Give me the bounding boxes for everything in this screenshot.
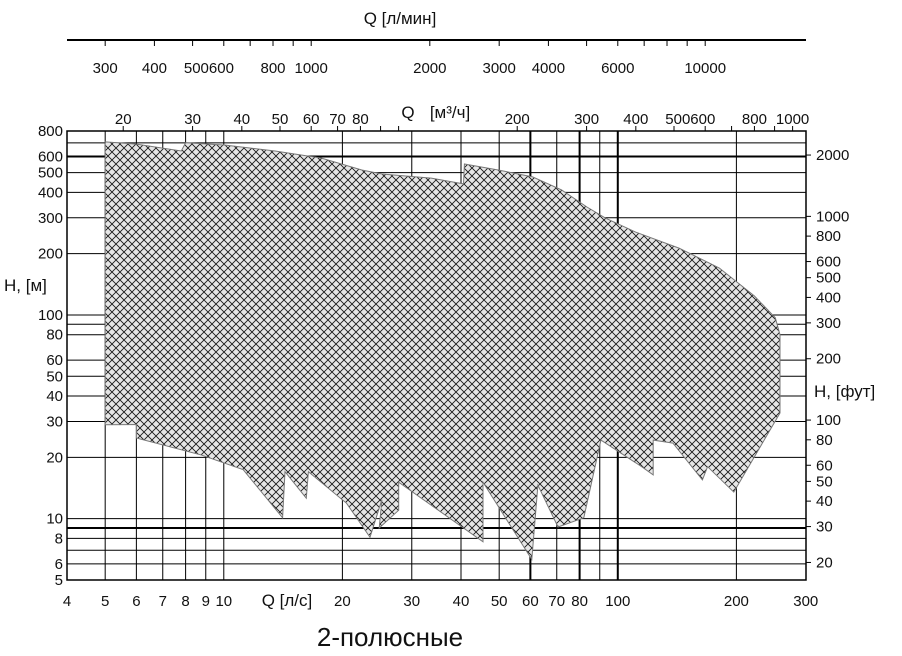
m3h-tick-label: 70 xyxy=(329,111,346,128)
y-tick-label: 200 xyxy=(38,246,63,263)
y-tick-label: 500 xyxy=(38,165,63,182)
ft-tick-label: 100 xyxy=(816,412,841,429)
chart-title: 2-полюсные xyxy=(317,622,463,652)
y-tick-label: 5 xyxy=(55,572,63,589)
y-tick-label: 10 xyxy=(46,511,63,528)
y-tick-label: 600 xyxy=(38,148,63,165)
operating-range-area xyxy=(104,141,781,562)
lmin-tick-label: 6000 xyxy=(601,60,634,77)
lmin-tick-label: 1000 xyxy=(295,60,328,77)
area-layer xyxy=(104,141,781,562)
y-tick-label: 100 xyxy=(38,307,63,324)
m3h-tick-label: 40 xyxy=(233,111,250,128)
ft-tick-label: 60 xyxy=(816,457,833,474)
y-tick-label: 300 xyxy=(38,210,63,227)
x-tick-label: 20 xyxy=(334,593,351,610)
top-m3h-axis-q: Q xyxy=(401,103,414,122)
y-tick-label: 400 xyxy=(38,184,63,201)
top-lmin-axis-title: Q [л/мин] xyxy=(364,9,437,28)
ft-tick-label: 500 xyxy=(816,270,841,287)
plot-frame xyxy=(66,130,807,581)
ft-tick-label: 50 xyxy=(816,473,833,490)
ft-tick-label: 600 xyxy=(816,254,841,271)
x-axis-title: Q [л/с] xyxy=(262,591,313,610)
ft-tick-label: 30 xyxy=(816,519,833,536)
m3h-tick-label: 50 xyxy=(272,111,289,128)
x-tick-label: 6 xyxy=(132,593,140,610)
x-tick-label: 4 xyxy=(63,593,71,610)
y-tick-label: 20 xyxy=(46,449,63,466)
lmin-tick-label: 10000 xyxy=(684,60,726,77)
m3h-tick-label: 60 xyxy=(303,111,320,128)
y-tick-label: 6 xyxy=(55,556,63,573)
m3h-tick-label: 30 xyxy=(184,111,201,128)
m3h-tick-label: 500600 xyxy=(665,111,715,128)
x-tick-label: 40 xyxy=(453,593,470,610)
x-tick-label: 100 xyxy=(605,593,630,610)
m3h-tick-label: 800 xyxy=(742,111,767,128)
x-tick-label: 10 xyxy=(215,593,232,610)
right-axis-title: H, [фут] xyxy=(814,382,875,401)
ft-tick-label: 800 xyxy=(816,228,841,245)
lmin-tick-label: 3000 xyxy=(482,60,515,77)
ft-tick-label: 20 xyxy=(816,554,833,571)
m3h-tick-label: 400 xyxy=(623,111,648,128)
x-tick-label: 70 xyxy=(548,593,565,610)
x-tick-label: 9 xyxy=(202,593,210,610)
lmin-tick-label: 4000 xyxy=(532,60,565,77)
m3h-tick-label: 20 xyxy=(115,111,132,128)
m3h-tick-label: 200 xyxy=(505,111,530,128)
lmin-tick-label: 300 xyxy=(93,60,118,77)
ft-tick-label: 80 xyxy=(816,432,833,449)
y-tick-label: 50 xyxy=(46,368,63,385)
x-tick-label: 300 xyxy=(793,593,818,610)
ft-tick-label: 400 xyxy=(816,289,841,306)
x-tick-label: 60 xyxy=(522,593,539,610)
ft-tick-label: 200 xyxy=(816,351,841,368)
y-tick-label: 8 xyxy=(55,530,63,547)
ft-tick-label: 40 xyxy=(816,493,833,510)
y-tick-label: 40 xyxy=(46,388,63,405)
x-tick-label: 5 xyxy=(101,593,109,610)
x-tick-label: 8 xyxy=(181,593,189,610)
lmin-tick-label: 400 xyxy=(142,60,167,77)
x-tick-label: 30 xyxy=(403,593,420,610)
m3h-tick-label: 80 xyxy=(352,111,369,128)
tick-labels: 300 400 500600 800 1000 2000 3000 4000 6000 10000… xyxy=(38,60,849,610)
y-tick-label: 80 xyxy=(46,327,63,344)
y-axis-title: H, [м] xyxy=(4,276,47,295)
y-tick-label: 60 xyxy=(46,352,63,369)
lmin-tick-label: 2000 xyxy=(413,60,446,77)
x-tick-label: 50 xyxy=(491,593,508,610)
x-tick-label: 7 xyxy=(159,593,167,610)
axes xyxy=(66,39,811,581)
lmin-tick-label: 800 xyxy=(260,60,285,77)
ft-tick-label: 2000 xyxy=(816,147,849,164)
top-m3h-axis-unit: [м³/ч] xyxy=(430,103,470,122)
x-tick-label: 80 xyxy=(571,593,588,610)
ft-tick-label: 300 xyxy=(816,315,841,332)
m3h-tick-label: 1000 xyxy=(776,111,809,128)
y-tick-label: 30 xyxy=(46,413,63,430)
y-tick-label: 800 xyxy=(38,123,63,140)
ft-tick-label: 1000 xyxy=(816,208,849,225)
x-tick-label: 200 xyxy=(724,593,749,610)
lmin-tick-label: 500600 xyxy=(184,60,234,77)
m3h-tick-label: 300 xyxy=(574,111,599,128)
